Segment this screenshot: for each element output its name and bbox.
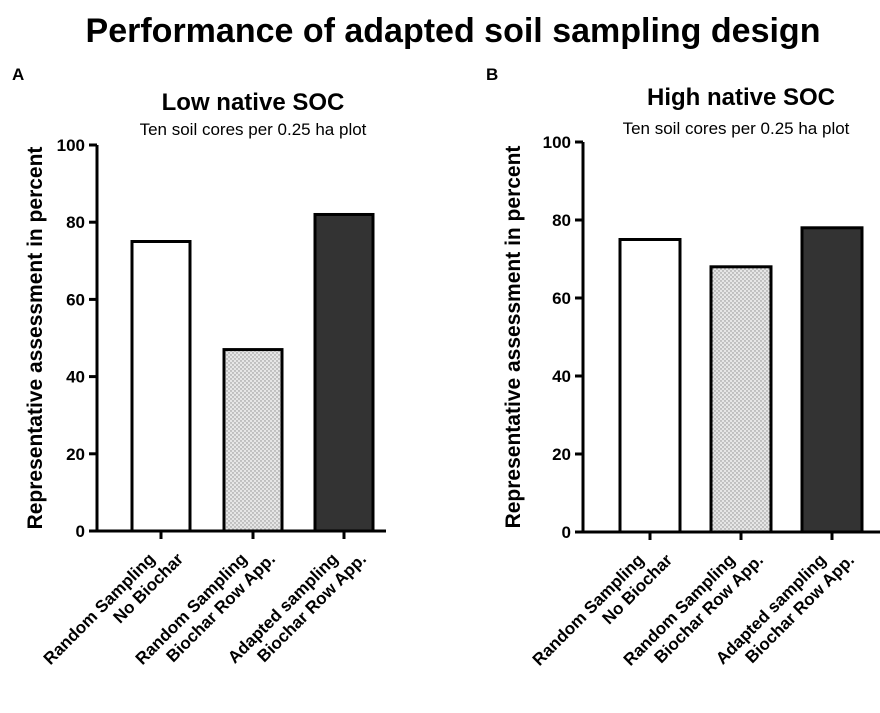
y-tick-label: 20 [552,445,571,464]
x-category-label: Adapted samplingBiochar Row App. [224,535,370,681]
chart-panel-b: B High native SOC Ten soil cores per 0.25 … [486,65,880,684]
y-tick-label: 0 [562,523,571,542]
y-tick-label: 20 [66,445,85,464]
y-tick-label: 80 [552,211,571,230]
x-category-label: Random SamplingBiochar Row App. [132,535,279,682]
y-tick-label: 80 [66,213,85,232]
bar-1 [130,240,192,533]
bar-3 [800,226,864,534]
panel-letter: B [486,65,498,84]
panel-letter: A [12,65,24,84]
bar-2 [709,265,773,534]
chart-panel-a: A Low native SOC Ten soil cores per 0.25 h… [12,65,386,683]
figure-title: Performance of adapted soil sampling des… [86,12,821,50]
y-axis-title: Representative assessment in percent [502,146,525,529]
x-category-label: Random SamplingNo Biochar [40,535,188,683]
y-tick-label: 0 [76,522,85,541]
y-tick-label: 40 [66,368,85,387]
x-category-label: Adapted samplingBiochar Row App. [712,536,858,682]
y-tick-label: 60 [552,289,571,308]
y-tick-label: 100 [57,136,85,155]
panel-title: Low native SOC [162,89,345,116]
y-tick-label: 40 [552,367,571,386]
x-category-label: Random SamplingNo Biochar [529,536,677,684]
panel-subtitle: Ten soil cores per 0.25 ha plot [623,119,850,138]
bar-2 [222,348,284,533]
bar-3 [313,212,375,533]
panel-subtitle: Ten soil cores per 0.25 ha plot [140,120,367,139]
panel-title: High native SOC [647,84,835,111]
y-tick-label: 60 [66,290,85,309]
y-axis-title: Representative assessment in percent [24,147,47,530]
y-tick-label: 100 [543,133,571,152]
bar-1 [618,238,682,534]
